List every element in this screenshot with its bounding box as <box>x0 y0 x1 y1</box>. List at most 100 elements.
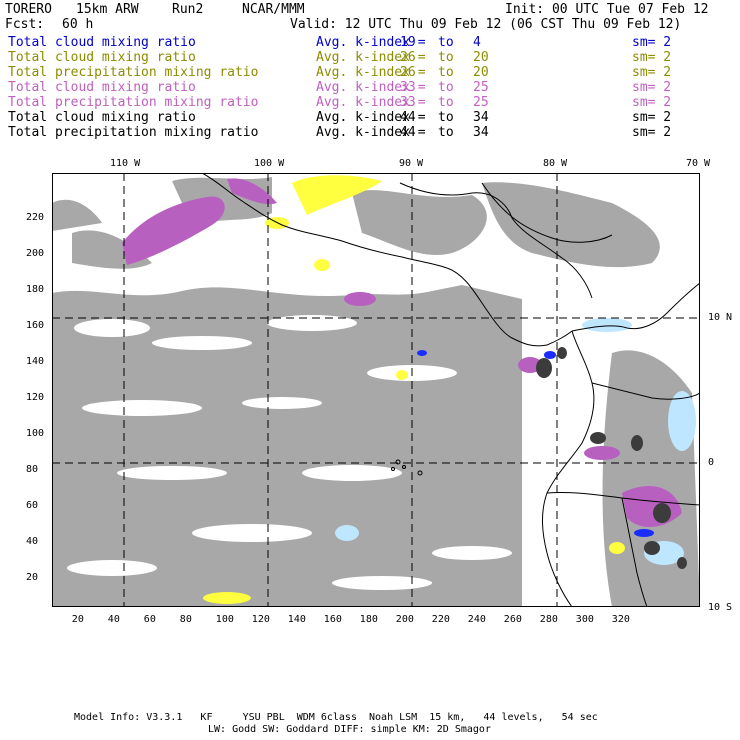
legend-to: to <box>438 65 454 80</box>
legend-k-to: 20 <box>473 50 489 65</box>
x-tick-label: 260 <box>503 614 522 625</box>
blue-field <box>417 350 654 537</box>
y-tick-label: 160 <box>26 320 45 332</box>
legend-to: to <box>438 125 454 140</box>
dark-cores <box>536 347 687 569</box>
x-tick-label: 100 <box>215 614 234 625</box>
y-tick-label: 100 <box>26 428 45 440</box>
init-time: Init: 00 UTC Tue 07 Feb 12 <box>505 2 709 17</box>
y-tick-label: 80 <box>26 464 39 476</box>
yellow-field <box>203 175 625 604</box>
legend-k-to: 4 <box>473 35 481 50</box>
lat-lon-grid <box>52 173 700 607</box>
legend-k-to: 20 <box>473 65 489 80</box>
legend-k-to: 34 <box>473 110 489 125</box>
x-tick-label: 120 <box>251 614 270 625</box>
legend-index-label: Avg. k-index = <box>316 95 426 110</box>
legend-smoothing: sm= 2 <box>632 35 672 50</box>
x-tick-label: 40 <box>107 614 120 625</box>
legend-row: Total precipitation mixing ratio Avg. k-i… <box>8 125 728 140</box>
organization: NCAR/MMM <box>242 2 305 17</box>
legend-to: to <box>438 50 454 65</box>
legend-smoothing: sm= 2 <box>632 65 672 80</box>
longitude-label: 80 W <box>543 158 568 169</box>
coastlines <box>201 173 700 607</box>
legend-smoothing: sm= 2 <box>632 110 672 125</box>
forecast-label: Fcst: <box>5 17 45 32</box>
legend-field: Total cloud mixing ratio <box>8 80 196 95</box>
x-tick-label: 320 <box>611 614 630 625</box>
valid-time: Valid: 12 UTC Thu 09 Feb 12 (06 CST Thu … <box>290 17 682 32</box>
x-tick-label: 140 <box>287 614 306 625</box>
x-tick-label: 280 <box>539 614 558 625</box>
x-tick-label: 60 <box>143 614 156 625</box>
x-tick-label: 240 <box>467 614 486 625</box>
legend-row: Total precipitation mixing ratio Avg. k-i… <box>8 95 728 110</box>
legend-row: Total cloud mixing ratio Avg. k-index = 26… <box>8 50 728 65</box>
legend-field: Total cloud mixing ratio <box>8 35 196 50</box>
x-tick-label: 300 <box>575 614 594 625</box>
y-tick-label: 40 <box>26 536 39 548</box>
y-tick-label: 20 <box>26 572 39 584</box>
x-tick-label: 80 <box>179 614 192 625</box>
forecast-hour: 60 h <box>62 17 94 32</box>
legend-index-label: Avg. k-index = <box>316 110 426 125</box>
legend-smoothing: sm= 2 <box>632 125 672 140</box>
legend-k-from: 33 <box>400 80 416 95</box>
longitude-label: 110 W <box>110 158 141 169</box>
legend-to: to <box>438 95 454 110</box>
model-info-line1: Model Info: V3.3.1 KF YSU PBL WDM 6class… <box>74 712 598 723</box>
legend-field: Total precipitation mixing ratio <box>8 125 259 140</box>
legend-field: Total cloud mixing ratio <box>8 110 196 125</box>
x-tick-label: 20 <box>71 614 84 625</box>
y-tick-label: 120 <box>26 392 45 404</box>
x-tick-label: 160 <box>323 614 342 625</box>
legend-k-from: 33 <box>400 95 416 110</box>
legend-to: to <box>438 80 454 95</box>
longitude-label: 100 W <box>254 158 285 169</box>
forecast-map <box>52 173 700 607</box>
legend-index-label: Avg. k-index = <box>316 125 426 140</box>
model-name: TORERO <box>5 2 52 17</box>
legend-smoothing: sm= 2 <box>632 50 672 65</box>
latitude-label: 0 <box>708 457 715 468</box>
legend-to: to <box>438 110 454 125</box>
legend-row: Total precipitation mixing ratio Avg. k-i… <box>8 65 728 80</box>
x-tick-label: 200 <box>395 614 414 625</box>
legend-row: Total cloud mixing ratio Avg. k-index = 33… <box>8 80 728 95</box>
legend-k-from: 26 <box>400 65 416 80</box>
legend-k-to: 34 <box>473 125 489 140</box>
legend-index-label: Avg. k-index = <box>316 35 426 50</box>
model-resolution: 15km ARW <box>76 2 139 17</box>
x-tick-label: 220 <box>431 614 450 625</box>
legend-k-to: 25 <box>473 80 489 95</box>
latitude-label: 10 N <box>708 312 733 323</box>
y-tick-label: 220 <box>26 212 45 224</box>
legend-row: Total cloud mixing ratio Avg. k-index = 19… <box>8 35 728 50</box>
longitude-label: 90 W <box>399 158 424 169</box>
legend-k-from: 44 <box>400 125 416 140</box>
legend-smoothing: sm= 2 <box>632 95 672 110</box>
latitude-label: 10 S <box>708 602 733 613</box>
legend-k-from: 44 <box>400 110 416 125</box>
legend-smoothing: sm= 2 <box>632 80 672 95</box>
legend-index-label: Avg. k-index = <box>316 50 426 65</box>
y-tick-label: 200 <box>26 248 45 260</box>
run-label: Run2 <box>172 2 204 17</box>
legend-index-label: Avg. k-index = <box>316 65 426 80</box>
legend-k-from: 19 <box>400 35 416 50</box>
legend-field: Total precipitation mixing ratio <box>8 95 259 110</box>
x-tick-label: 180 <box>359 614 378 625</box>
longitude-label: 70 W <box>686 158 711 169</box>
legend-k-from: 26 <box>400 50 416 65</box>
legend-k-to: 25 <box>473 95 489 110</box>
legend-field: Total precipitation mixing ratio <box>8 65 259 80</box>
legend-to: to <box>438 35 454 50</box>
y-tick-label: 60 <box>26 500 39 512</box>
y-tick-label: 180 <box>26 284 45 296</box>
legend-field: Total cloud mixing ratio <box>8 50 196 65</box>
legend-index-label: Avg. k-index = <box>316 80 426 95</box>
y-tick-label: 140 <box>26 356 45 368</box>
legend-row: Total cloud mixing ratio Avg. k-index = 44… <box>8 110 728 125</box>
model-info-line2: LW: Godd SW: Goddard DIFF: simple KM: 2D… <box>208 724 491 735</box>
